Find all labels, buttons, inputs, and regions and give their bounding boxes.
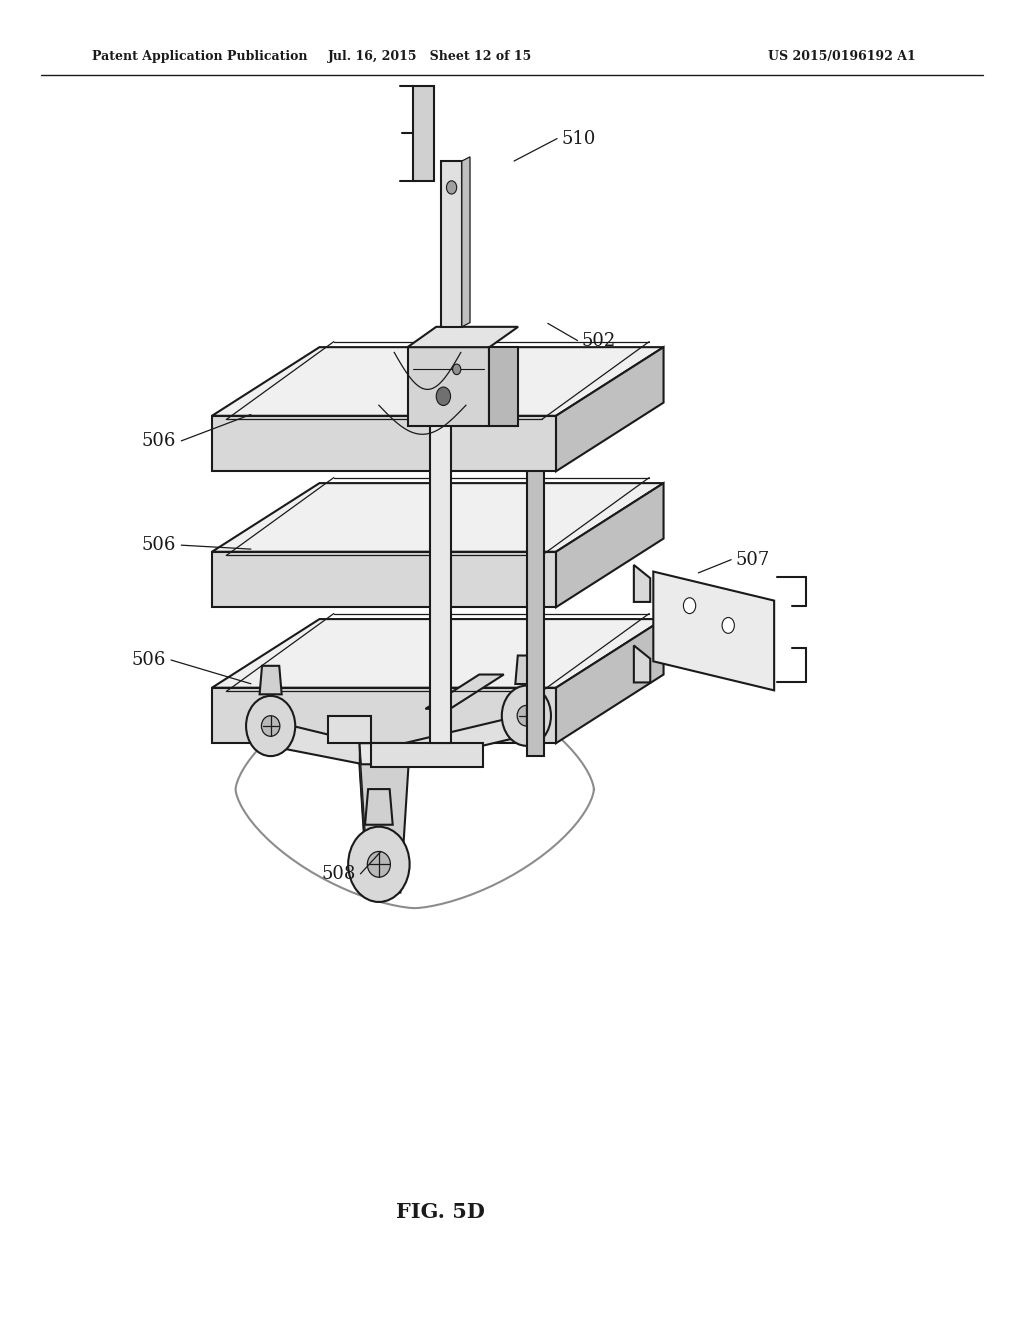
Polygon shape bbox=[359, 743, 409, 871]
Polygon shape bbox=[260, 665, 282, 694]
Polygon shape bbox=[441, 161, 462, 327]
Text: FIG. 5D: FIG. 5D bbox=[396, 1201, 484, 1222]
Text: 508: 508 bbox=[322, 865, 356, 883]
Polygon shape bbox=[653, 572, 774, 690]
Polygon shape bbox=[634, 565, 650, 602]
Polygon shape bbox=[413, 86, 434, 181]
Ellipse shape bbox=[246, 696, 295, 756]
Polygon shape bbox=[556, 619, 664, 743]
Circle shape bbox=[453, 364, 461, 375]
Circle shape bbox=[446, 181, 457, 194]
Polygon shape bbox=[212, 688, 556, 743]
Polygon shape bbox=[212, 347, 664, 416]
Polygon shape bbox=[430, 422, 451, 743]
Text: 502: 502 bbox=[582, 331, 615, 350]
Text: 507: 507 bbox=[735, 550, 769, 569]
Text: 510: 510 bbox=[561, 129, 596, 148]
Polygon shape bbox=[526, 429, 545, 756]
Polygon shape bbox=[426, 675, 504, 709]
Ellipse shape bbox=[517, 705, 536, 726]
Polygon shape bbox=[328, 715, 483, 767]
Polygon shape bbox=[212, 619, 664, 688]
Polygon shape bbox=[408, 347, 489, 426]
Ellipse shape bbox=[368, 851, 390, 878]
Circle shape bbox=[436, 387, 451, 405]
Polygon shape bbox=[212, 416, 556, 471]
Circle shape bbox=[722, 618, 734, 634]
Text: Patent Application Publication: Patent Application Publication bbox=[92, 50, 307, 63]
Polygon shape bbox=[489, 347, 518, 426]
Polygon shape bbox=[634, 645, 650, 682]
Polygon shape bbox=[258, 722, 364, 764]
Polygon shape bbox=[404, 713, 535, 764]
Circle shape bbox=[683, 598, 695, 614]
Polygon shape bbox=[359, 764, 409, 892]
Polygon shape bbox=[408, 327, 518, 347]
Polygon shape bbox=[515, 656, 538, 684]
Polygon shape bbox=[212, 483, 664, 552]
Text: Jul. 16, 2015   Sheet 12 of 15: Jul. 16, 2015 Sheet 12 of 15 bbox=[328, 50, 532, 63]
Text: US 2015/0196192 A1: US 2015/0196192 A1 bbox=[768, 50, 915, 63]
Text: 506: 506 bbox=[131, 651, 166, 669]
Polygon shape bbox=[212, 552, 556, 607]
Polygon shape bbox=[359, 743, 368, 892]
Ellipse shape bbox=[348, 826, 410, 902]
Ellipse shape bbox=[261, 715, 280, 737]
Polygon shape bbox=[462, 157, 470, 327]
Text: 506: 506 bbox=[141, 536, 176, 554]
Ellipse shape bbox=[502, 685, 551, 746]
Polygon shape bbox=[556, 347, 664, 471]
Text: 506: 506 bbox=[141, 432, 176, 450]
Polygon shape bbox=[365, 789, 393, 825]
Polygon shape bbox=[556, 483, 664, 607]
